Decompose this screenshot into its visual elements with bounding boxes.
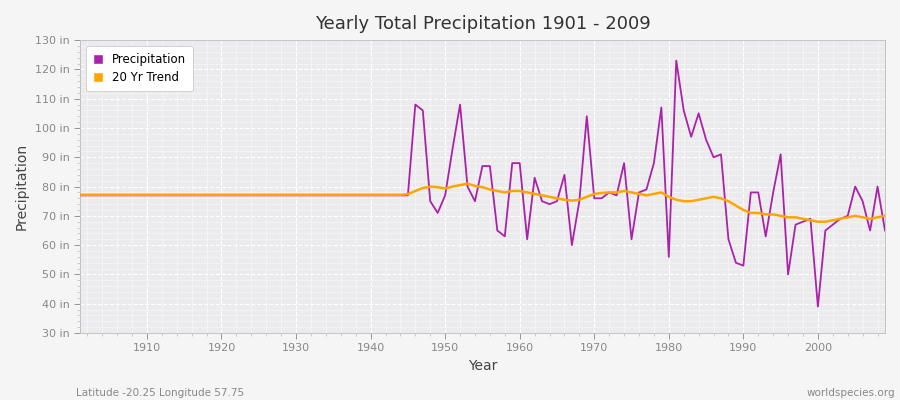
Text: worldspecies.org: worldspecies.org (807, 388, 896, 398)
Text: Latitude -20.25 Longitude 57.75: Latitude -20.25 Longitude 57.75 (76, 388, 245, 398)
X-axis label: Year: Year (468, 359, 497, 373)
Y-axis label: Precipitation: Precipitation (15, 143, 29, 230)
Title: Yearly Total Precipitation 1901 - 2009: Yearly Total Precipitation 1901 - 2009 (314, 15, 651, 33)
Legend: Precipitation, 20 Yr Trend: Precipitation, 20 Yr Trend (86, 46, 193, 91)
